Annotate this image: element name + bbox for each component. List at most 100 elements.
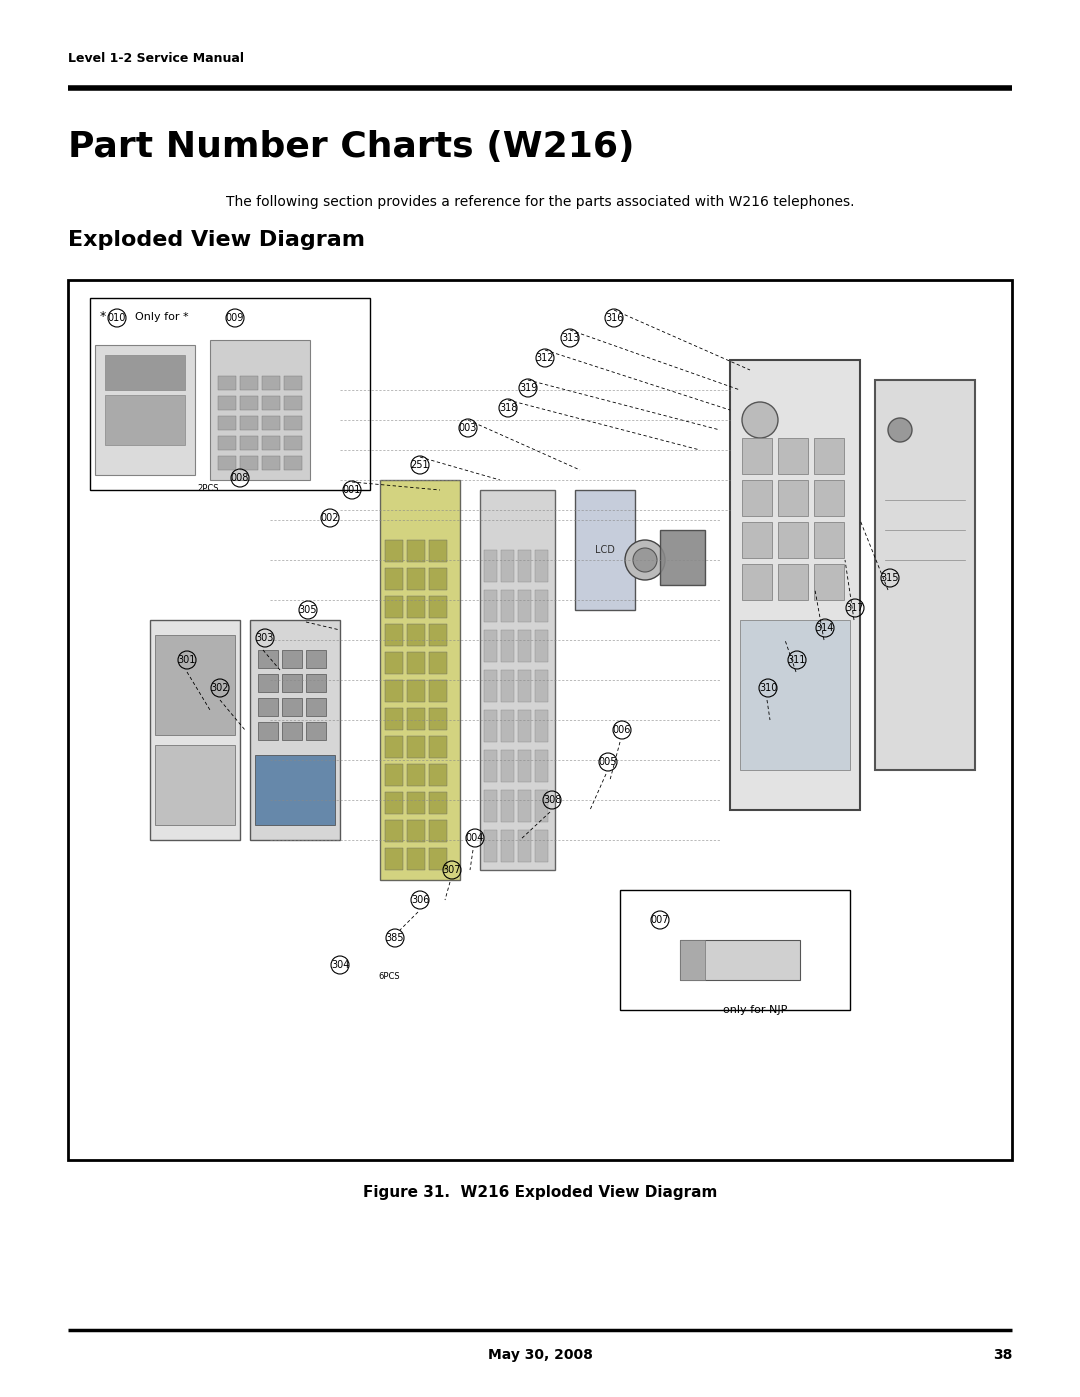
Bar (429, 541, 447, 562)
Bar (407, 820, 426, 842)
Bar (740, 620, 850, 770)
Bar (306, 698, 326, 717)
Bar (501, 671, 514, 703)
Bar (518, 750, 531, 782)
Bar (518, 630, 531, 662)
Bar (518, 671, 531, 703)
Bar (484, 671, 497, 703)
Bar (484, 750, 497, 782)
Text: 003: 003 (459, 423, 477, 433)
Text: 308: 308 (543, 795, 562, 805)
Bar (255, 754, 335, 826)
Text: 311: 311 (787, 655, 806, 665)
Bar (284, 416, 302, 430)
Bar (218, 455, 237, 469)
Text: 303: 303 (256, 633, 274, 643)
Bar (407, 652, 426, 673)
Bar (501, 550, 514, 583)
Bar (384, 541, 403, 562)
Text: 317: 317 (846, 604, 864, 613)
Bar (384, 680, 403, 703)
Bar (240, 376, 258, 390)
Circle shape (633, 548, 657, 571)
Bar (778, 522, 808, 557)
Text: 002: 002 (321, 513, 339, 522)
Text: 312: 312 (536, 353, 554, 363)
Bar (258, 698, 278, 717)
Bar (518, 789, 531, 821)
Bar (429, 680, 447, 703)
Text: 307: 307 (443, 865, 461, 875)
Bar (501, 750, 514, 782)
Bar (518, 710, 531, 742)
Bar (407, 848, 426, 870)
Bar (429, 652, 447, 673)
Bar (240, 455, 258, 469)
Bar (384, 848, 403, 870)
Bar (210, 339, 310, 481)
Text: 385: 385 (386, 933, 404, 943)
Bar (518, 830, 531, 862)
Bar (407, 792, 426, 814)
Bar (778, 481, 808, 515)
Bar (306, 650, 326, 668)
Bar (240, 436, 258, 450)
Bar (620, 890, 850, 1010)
Bar (384, 736, 403, 759)
Bar (68, 279, 1012, 1160)
Bar (501, 710, 514, 742)
Bar (535, 671, 548, 703)
Text: 004: 004 (465, 833, 484, 842)
Bar (306, 673, 326, 692)
Text: 007: 007 (651, 915, 670, 925)
Bar (429, 820, 447, 842)
Circle shape (625, 541, 665, 580)
Bar (484, 550, 497, 583)
Bar (742, 439, 772, 474)
Text: 010: 010 (108, 313, 126, 323)
Text: LCD: LCD (595, 545, 615, 555)
Text: 318: 318 (499, 402, 517, 414)
Bar (484, 789, 497, 821)
Text: 301: 301 (178, 655, 197, 665)
Bar (240, 416, 258, 430)
Bar (429, 569, 447, 590)
Bar (262, 436, 280, 450)
Text: 6PCS: 6PCS (378, 972, 400, 981)
Bar (814, 481, 843, 515)
Bar (484, 630, 497, 662)
Bar (814, 564, 843, 599)
Bar (535, 630, 548, 662)
Bar (535, 550, 548, 583)
Bar (284, 455, 302, 469)
Bar (150, 620, 240, 840)
Bar (407, 597, 426, 617)
Bar (284, 395, 302, 409)
Bar (407, 764, 426, 787)
Bar (407, 736, 426, 759)
Bar (156, 636, 235, 735)
Bar (384, 569, 403, 590)
Bar (384, 624, 403, 645)
Bar (407, 624, 426, 645)
Bar (156, 745, 235, 826)
Bar (535, 750, 548, 782)
Bar (501, 789, 514, 821)
Bar (429, 597, 447, 617)
Bar (306, 722, 326, 740)
Bar (501, 590, 514, 622)
Text: 316: 316 (605, 313, 623, 323)
Bar (258, 650, 278, 668)
Bar (284, 376, 302, 390)
Bar (262, 416, 280, 430)
Bar (730, 360, 860, 810)
Bar (384, 820, 403, 842)
Text: 302: 302 (211, 683, 229, 693)
Bar (407, 541, 426, 562)
Text: Figure 31.  W216 Exploded View Diagram: Figure 31. W216 Exploded View Diagram (363, 1185, 717, 1200)
Bar (105, 355, 185, 390)
Text: 306: 306 (410, 895, 429, 905)
Text: only for NJP: only for NJP (723, 1004, 787, 1016)
Bar (518, 590, 531, 622)
Bar (535, 710, 548, 742)
